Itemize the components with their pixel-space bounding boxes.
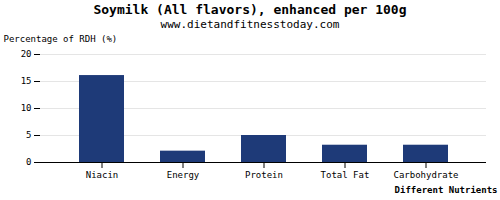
- svg-text:5: 5: [26, 130, 31, 140]
- html-text:www.dietandfitnesstoday.com: www.dietandfitnesstoday.com: [160, 18, 340, 31]
- html-text:Soymilk (All flavors), enhance: Soymilk (All flavors), enhanced per 100g: [93, 2, 407, 17]
- svg-text:10: 10: [21, 103, 32, 113]
- svg-text:0: 0: [26, 157, 31, 167]
- svg-text:Different Nutrients: Different Nutrients: [395, 185, 498, 195]
- svg-text:Total Fat: Total Fat: [321, 170, 370, 180]
- svg-text:Percentage of RDH (%): Percentage of RDH (%): [4, 34, 118, 44]
- svg-text:Carbohydrate: Carbohydrate: [393, 170, 458, 180]
- svg-text:Protein: Protein: [245, 170, 283, 180]
- svg-text:Energy: Energy: [167, 170, 200, 180]
- svg-text:15: 15: [21, 76, 32, 86]
- svg-text:Niacin: Niacin: [86, 170, 119, 180]
- svg-text:20: 20: [21, 49, 32, 59]
